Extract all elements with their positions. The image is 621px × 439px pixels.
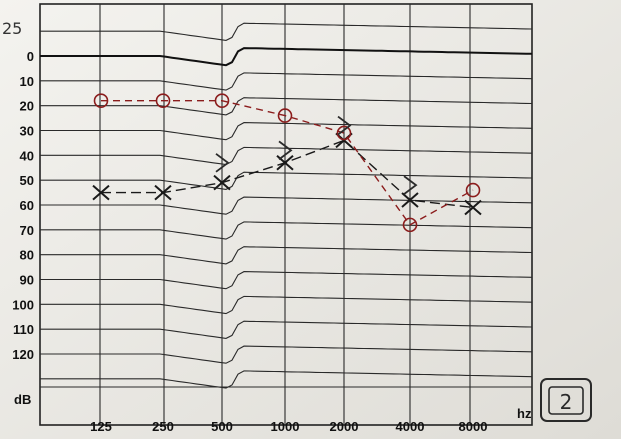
x-axis-ticks: 125 250 500 1000 2000 4000 8000 (90, 419, 487, 434)
grid-horizontal-line (40, 271, 533, 290)
x-tick-label: 500 (211, 419, 233, 434)
y-tick-label: 30 (20, 124, 34, 139)
data-point-o (214, 93, 230, 108)
grid-horizontal-line (40, 97, 533, 116)
grid-horizontal-line (40, 47, 533, 67)
y-tick-label: 120 (12, 347, 34, 362)
series-o (93, 93, 481, 233)
series-> (215, 115, 418, 195)
series-x (92, 132, 482, 216)
data-point-o (336, 125, 352, 141)
grid-horizontal-line (40, 221, 533, 240)
y-tick-label: 50 (20, 173, 34, 188)
data-series (92, 93, 482, 233)
grid-horizontal-line (40, 345, 533, 364)
data-point-o (277, 108, 293, 123)
x-tick-label: 8000 (459, 419, 488, 434)
boxed-number: 2 (540, 378, 592, 422)
y-tick-label: 100 (12, 297, 34, 312)
data-point-x (92, 184, 110, 201)
grid-horizontal-line (40, 246, 533, 265)
data-point-o (465, 182, 481, 198)
grid-horizontal-line (40, 146, 533, 166)
grid-horizontal-line (40, 122, 533, 141)
grid-horizontal-line (40, 320, 533, 339)
data-point-x (464, 199, 482, 216)
data-point-o (93, 93, 109, 108)
x-tick-label: 2000 (330, 419, 359, 434)
data-point-o (155, 93, 171, 108)
corner-mark: 25 (2, 19, 22, 38)
x-tick-label: 125 (90, 419, 112, 434)
y-tick-label: 80 (20, 248, 34, 263)
data-point-x (213, 174, 231, 191)
data-point-bracket (215, 153, 230, 173)
grid-horizontal-line (40, 72, 533, 91)
data-point-bracket (403, 175, 418, 195)
box-inner-outline (548, 386, 584, 415)
data-point-x (401, 192, 419, 208)
x-tick-label: 1000 (271, 419, 300, 434)
data-point-x (154, 184, 172, 201)
y-tick-label: 40 (20, 148, 34, 163)
chart-border (39, 3, 533, 426)
box-label: 2 (560, 390, 573, 414)
grid-horizontal-line (40, 22, 533, 41)
y-tick-label: 10 (20, 74, 34, 89)
grid-horizontal-line (40, 295, 533, 315)
data-point-bracket (278, 140, 293, 161)
series-line (101, 100, 474, 226)
grid-horizontal-line (40, 171, 533, 190)
chart-grid (39, 3, 533, 426)
x-unit-label: hz (517, 406, 532, 421)
y-tick-label: 0 (27, 49, 34, 64)
box-outline (540, 378, 592, 422)
y-axis-ticks: 0 10 20 30 40 50 60 70 80 90 100 110 120 (12, 49, 34, 362)
y-unit-label: dB (14, 392, 31, 407)
x-tick-label: 4000 (396, 419, 425, 434)
y-tick-label: 20 (20, 99, 34, 114)
y-tick-label: 60 (20, 198, 34, 213)
y-tick-label: 90 (20, 273, 34, 288)
y-tick-label: 70 (20, 223, 34, 238)
x-tick-label: 250 (152, 419, 174, 434)
y-tick-label: 110 (13, 322, 34, 337)
grid-horizontal-line (40, 196, 533, 215)
data-point-bracket (337, 115, 352, 136)
data-point-o (402, 217, 418, 233)
grid-horizontal-line (40, 370, 533, 389)
